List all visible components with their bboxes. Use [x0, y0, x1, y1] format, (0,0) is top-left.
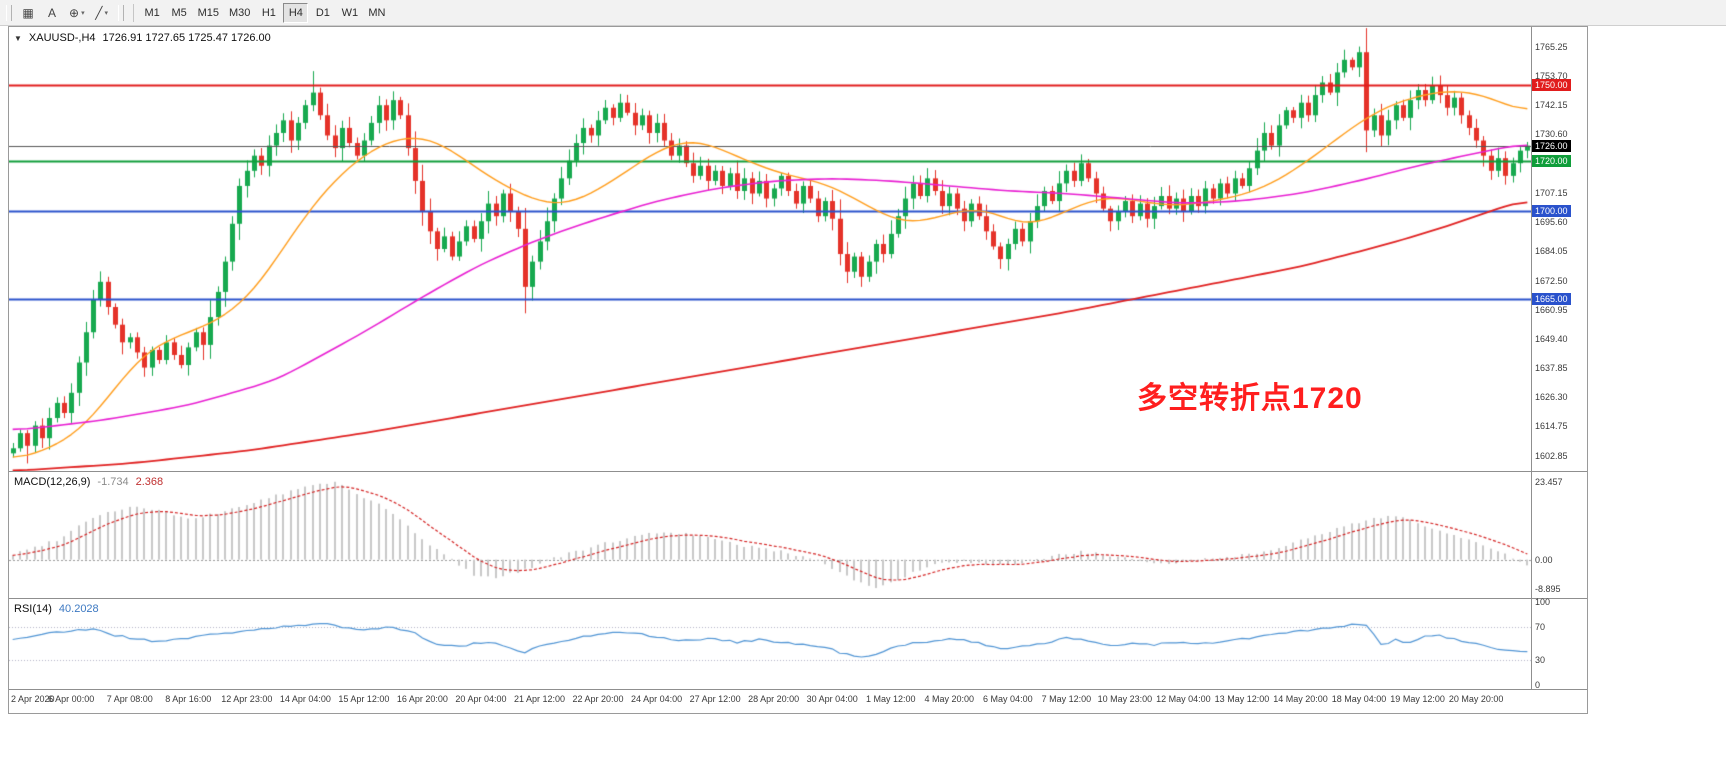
price-scale[interactable]: 1765.25 1753.70 1742.15 1730.60 1707.15 1695.…	[1532, 27, 1587, 471]
chart-grid-icon[interactable]: ▦	[22, 5, 34, 20]
price-tick-label: 1730.60	[1535, 128, 1568, 139]
toolbar: ▦ A ⊕ ▾ ╱ ▾ M1 M5 M15 M30 H1 H4 D1 W1 MN	[0, 0, 1726, 26]
time-axis-label: 14 Apr 04:00	[279, 694, 331, 704]
trendline-tool-icon[interactable]: ╱ ▾	[95, 5, 108, 20]
rsi-scale-label: 100	[1535, 597, 1551, 607]
time-axis-label: 24 Apr 04:00	[631, 694, 683, 704]
price-tick-label: 1602.85	[1535, 451, 1568, 462]
rsi-label: RSI(14)	[14, 603, 52, 615]
rsi-scale-label: 0	[1535, 680, 1541, 690]
timeframe-button-h1[interactable]: H1	[261, 6, 276, 19]
macd-signal-value: 2.368	[135, 476, 164, 488]
time-axis-label: 12 Apr 23:00	[221, 694, 273, 704]
time-axis-label: 6 May 04:00	[983, 694, 1033, 704]
rsi-label-row: RSI(14) 40.2028	[14, 603, 99, 615]
time-axis-label: 22 Apr 20:00	[572, 694, 624, 704]
macd-scale-label: 23.457	[1535, 477, 1563, 488]
time-axis-label: 13 May 12:00	[1214, 694, 1270, 704]
time-axis-label: 10 May 23:00	[1097, 694, 1153, 704]
dropdown-caret-icon: ▾	[104, 9, 108, 17]
panel-separator[interactable]	[9, 598, 1587, 599]
timeframe-button-m30[interactable]: M30	[228, 6, 251, 19]
collapse-quotes-button[interactable]: ▼	[14, 33, 22, 43]
time-axis-label: 7 May 12:00	[1041, 694, 1092, 704]
macd-main-value: -1.734	[97, 476, 129, 488]
price-chart-canvas[interactable]	[9, 27, 1531, 471]
price-tick-label: 1626.30	[1535, 392, 1568, 403]
toolbar-drag-handle[interactable]	[6, 4, 12, 21]
time-axis-label: 4 May 20:00	[924, 694, 975, 704]
chart-ohlc-values: 1726.91 1727.65 1725.47 1726.00	[102, 32, 271, 44]
time-axis-label: 16 Apr 20:00	[396, 694, 448, 704]
time-axis-label: 19 May 12:00	[1390, 694, 1445, 704]
dropdown-caret-icon: ▾	[81, 9, 85, 17]
timeframe-button-m5[interactable]: M5	[171, 6, 187, 19]
rsi-scale[interactable]: 100 70 30 0	[1532, 597, 1587, 690]
price-level-label: 1720.00	[1532, 154, 1571, 167]
time-axis-label: 12 May 04:00	[1156, 694, 1211, 704]
rsi-scale-label: 30	[1535, 655, 1546, 666]
time-axis-separator	[9, 689, 1587, 690]
time-axis-label: 20 Apr 04:00	[455, 694, 507, 704]
price-tick-label: 1649.40	[1535, 333, 1568, 344]
price-tick-label: 1707.15	[1535, 188, 1568, 199]
price-tick-label: 1672.50	[1535, 275, 1568, 286]
timeframe-button-w1[interactable]: W1	[341, 6, 359, 19]
macd-scale[interactable]: 23.457 0.00 -8.895	[1532, 472, 1587, 598]
time-axis-label: 6 Apr 00:00	[48, 694, 95, 704]
timeframe-button-d1[interactable]: D1	[315, 6, 330, 19]
price-tick-label: 1695.60	[1535, 217, 1568, 228]
price-level-label: 1665.00	[1532, 293, 1571, 306]
timeframe-button-m15[interactable]: M15	[197, 6, 219, 19]
toolbar-separator	[132, 3, 134, 22]
time-axis[interactable]: 2 Apr 2020 6 Apr 00:00 7 Apr 08:00 8 Apr 16…	[9, 690, 1531, 713]
text-tool-icon[interactable]: A	[47, 5, 56, 20]
toolbar-drag-handle[interactable]	[117, 4, 124, 21]
time-axis-label: 2 Apr 2020	[11, 694, 55, 704]
macd-canvas[interactable]	[9, 472, 1531, 598]
time-axis-label: 8 Apr 16:00	[165, 694, 212, 704]
chart-annotation: 多空转折点1720	[1137, 382, 1363, 415]
time-axis-label: 1 May 12:00	[865, 694, 916, 704]
time-axis-label: 30 Apr 04:00	[806, 694, 858, 704]
panel-separator[interactable]	[9, 471, 1587, 472]
price-tick-label: 1765.25	[1535, 41, 1568, 52]
macd-scale-label: 0.00	[1535, 554, 1553, 565]
time-axis-label: 14 May 20:00	[1273, 694, 1328, 704]
time-axis-label: 7 Apr 08:00	[106, 694, 153, 704]
timeframe-button-h4[interactable]: H4	[283, 2, 309, 23]
price-level-label: 1700.00	[1532, 205, 1571, 218]
timeframe-toolbar: M1 M5 M15 M30 H1 H4 D1 W1 MN	[139, 2, 391, 23]
price-tick-label: 1614.75	[1535, 421, 1568, 432]
chart-title: XAUUSD-,H4	[28, 32, 96, 44]
time-axis-label: 15 Apr 12:00	[338, 694, 390, 704]
price-tick-label: 1742.15	[1535, 99, 1568, 110]
rsi-scale-label: 70	[1535, 621, 1546, 632]
timeframe-button-m1[interactable]: M1	[144, 6, 160, 19]
rsi-value: 40.2028	[58, 603, 99, 615]
rsi-canvas[interactable]	[9, 599, 1531, 689]
time-axis-label: 28 Apr 20:00	[748, 694, 800, 704]
time-axis-label: 27 Apr 12:00	[689, 694, 741, 704]
macd-label-row: MACD(12,26,9) -1.734 2.368	[14, 476, 163, 488]
time-axis-label: 20 May 20:00	[1448, 694, 1504, 704]
price-scale-separator	[1531, 27, 1532, 689]
price-tick-label: 1684.05	[1535, 246, 1568, 257]
price-tick-label: 1753.70	[1535, 70, 1568, 81]
last-price-label: 1726.00	[1532, 139, 1571, 152]
time-axis-label: 21 Apr 12:00	[513, 694, 566, 704]
macd-label: MACD(12,26,9)	[14, 476, 91, 488]
price-tick-label: 1637.85	[1535, 362, 1568, 373]
macd-scale-label: -8.895	[1535, 584, 1561, 595]
chart-title-row: ▼ XAUUSD-,H4 1726.91 1727.65 1725.47 172…	[14, 32, 271, 44]
chart-window: ▼ XAUUSD-,H4 1726.91 1727.65 1725.47 172…	[8, 26, 1588, 714]
toolbar-icon-group: ▦ A ⊕ ▾ ╱ ▾	[16, 3, 114, 23]
price-level-label: 1750.00	[1532, 79, 1571, 92]
time-axis-label: 18 May 04:00	[1331, 694, 1387, 704]
price-tick-label: 1660.95	[1535, 304, 1568, 315]
crosshair-tool-icon[interactable]: ⊕ ▾	[69, 5, 85, 20]
timeframe-button-mn[interactable]: MN	[368, 6, 386, 19]
